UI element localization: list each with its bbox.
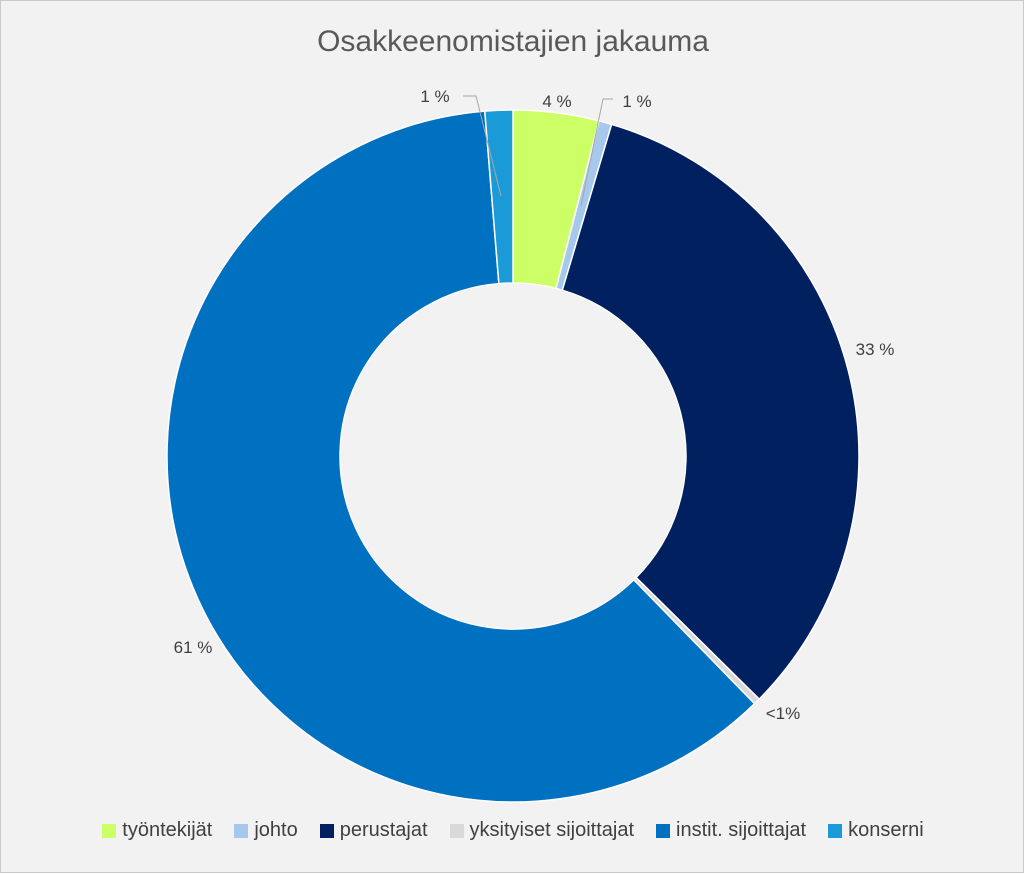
slice-instit-sijoittajat: [166, 110, 756, 803]
legend-label: konserni: [848, 819, 924, 841]
legend-swatch: [449, 823, 464, 838]
slice-konserni: [483, 109, 514, 285]
legend: työntekijät johto perustajat yksityiset sij…: [1, 819, 1024, 842]
legend-item-instit-sijoittajat: instit. sijoittajat: [656, 819, 806, 842]
leader-line-konserni: [463, 95, 502, 197]
legend-item-konserni: konserni: [828, 819, 924, 842]
data-label-konserni: 1 %: [420, 87, 449, 106]
legend-label: johto: [254, 819, 298, 841]
data-label-instit-sijoittajat: 61 %: [174, 638, 213, 657]
legend-swatch: [828, 823, 843, 838]
data-label-perustajat: 33 %: [856, 340, 895, 359]
legend-item-ty-ntekij-t: työntekijät: [102, 819, 212, 842]
legend-swatch: [656, 823, 671, 838]
legend-swatch: [319, 823, 334, 838]
data-label-ty-ntekij-t: 4 %: [542, 92, 571, 111]
chart-title: Osakkeenomistajien jakauma: [317, 25, 709, 58]
leader-line-johto: [580, 98, 613, 207]
data-label-yksityiset-sijoittajat: <1%: [766, 704, 801, 723]
legend-label: yksityiset sijoittajat: [469, 819, 635, 841]
slice-perustajat: [561, 123, 860, 701]
legend-swatch: [102, 823, 117, 838]
legend-label: työntekijät: [122, 819, 213, 841]
donut-hole: [340, 283, 686, 629]
legend-item-yksityiset-sijoittajat: yksityiset sijoittajat: [449, 819, 635, 842]
legend-swatch: [234, 823, 249, 838]
data-label-johto: 1 %: [622, 92, 651, 111]
legend-label: perustajat: [339, 819, 428, 841]
legend-item-perustajat: perustajat: [319, 819, 428, 842]
legend-label: instit. sijoittajat: [676, 819, 807, 841]
legend-item-johto: johto: [234, 819, 298, 842]
